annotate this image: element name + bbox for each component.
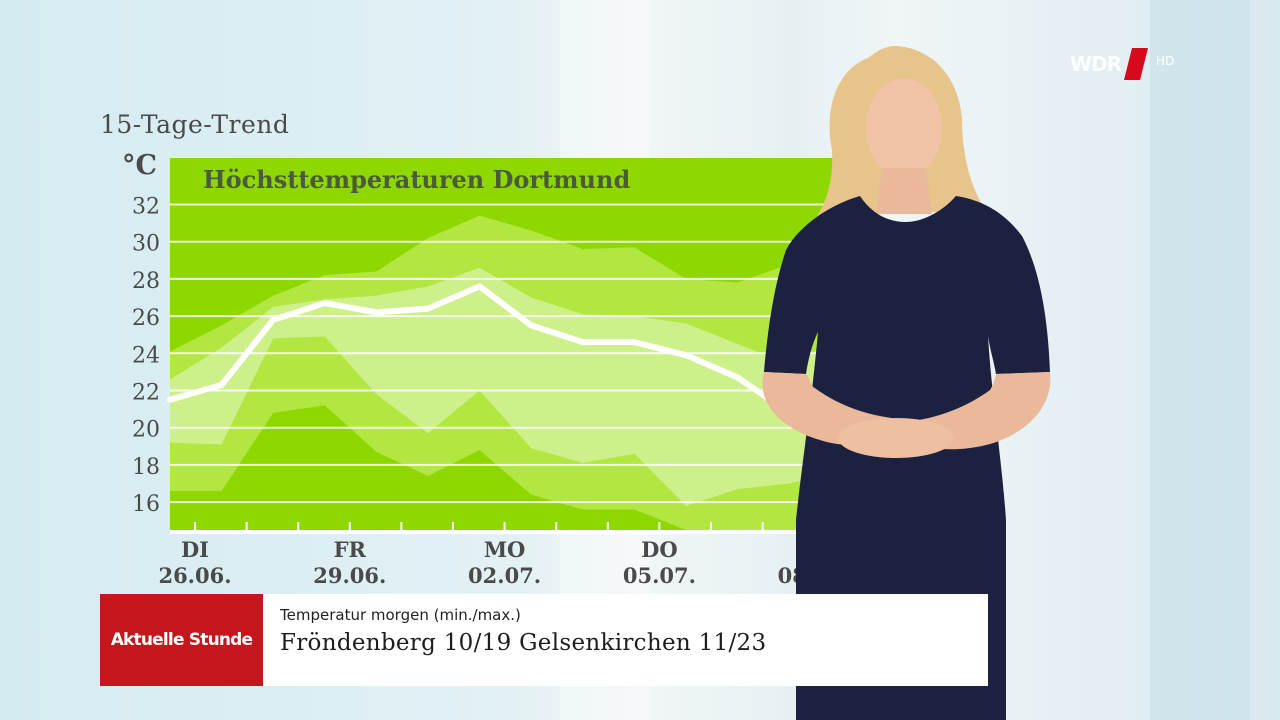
x-date-label: 05.07. (623, 563, 696, 588)
y-tick-label: 18 (132, 455, 160, 480)
x-day-label: MO (484, 537, 526, 562)
y-tick-label: 22 (132, 381, 160, 406)
y-tick-label: 24 (132, 343, 160, 368)
lower-third: Aktuelle Stunde Temperatur morgen (min./… (100, 594, 988, 686)
presenter-face (866, 78, 942, 178)
channel-logo-text: WDR (1070, 52, 1122, 76)
y-tick-label: 16 (132, 492, 160, 517)
gridlines (170, 203, 838, 504)
y-tick-labels: 16 18 20 22 24 26 28 30 32 (132, 195, 160, 518)
x-date-label: 02.07. (468, 563, 541, 588)
x-date-label: 26.06. (158, 563, 231, 588)
y-tick-label: 30 (132, 232, 160, 257)
forecast-headline: Fröndenberg 10/19 Gelsenkirchen 11/23 (280, 630, 767, 656)
presenter-neck (876, 168, 932, 214)
y-axis-unit: °C (122, 150, 157, 181)
hd-badge: HD (1156, 54, 1175, 68)
presenter-dress (764, 196, 1050, 720)
studio-wall-panel (1150, 0, 1250, 720)
y-tick-label: 28 (132, 269, 160, 294)
x-day-label: DO (641, 537, 678, 562)
chart-title: Höchsttemperaturen Dortmund (203, 165, 630, 194)
inner-forecast-band (170, 267, 893, 506)
x-day-label: DI (181, 537, 209, 562)
channel-logo: WDR HD (1070, 48, 1180, 82)
y-tick-label: 26 (132, 306, 160, 331)
page-title: 15-Tage-Trend (100, 110, 290, 139)
lower-third-info: Temperatur morgen (min./max.) Fröndenber… (263, 594, 988, 686)
presenter-arms (762, 372, 1051, 450)
forecast-caption: Temperatur morgen (min./max.) (280, 606, 521, 624)
x-date-label: 29.06. (313, 563, 386, 588)
program-name: Aktuelle Stunde (110, 630, 253, 650)
program-brand: Aktuelle Stunde (100, 594, 263, 686)
x-day-label: FR (334, 537, 367, 562)
presenter-hands (838, 418, 954, 458)
y-tick-label: 20 (132, 418, 160, 443)
y-tick-label: 32 (132, 195, 160, 220)
logo-red-bar (1124, 48, 1148, 80)
